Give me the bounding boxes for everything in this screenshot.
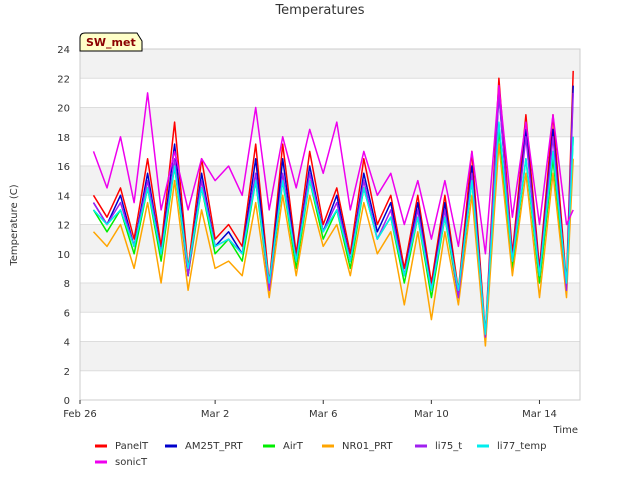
legend-label-airt: AirT xyxy=(283,441,304,452)
y-tick-label: 4 xyxy=(64,338,70,349)
grid-band xyxy=(80,341,580,371)
legend-label-sonict: sonicT xyxy=(115,457,148,468)
x-tick-label: Mar 14 xyxy=(522,409,557,420)
x-tick-label: Mar 6 xyxy=(309,409,337,420)
y-tick-label: 20 xyxy=(57,104,70,115)
y-tick-label: 24 xyxy=(57,45,70,56)
badge-label: SW_met xyxy=(86,36,136,49)
y-tick-label: 10 xyxy=(57,250,70,261)
grid-band xyxy=(80,107,580,137)
y-tick-label: 16 xyxy=(57,162,70,173)
series-line-panelt xyxy=(92,70,574,335)
y-tick-label: 6 xyxy=(64,308,70,319)
y-tick-label: 0 xyxy=(64,396,70,407)
y-tick-label: 18 xyxy=(57,133,70,144)
x-tick-label: Mar 10 xyxy=(414,409,449,420)
y-axis-label: Temperature (C) xyxy=(9,184,20,266)
legend-label-li77-temp: li77_temp xyxy=(497,441,546,452)
series-line-sonict xyxy=(92,84,574,255)
y-tick-label: 14 xyxy=(57,191,70,202)
y-tick-label: 12 xyxy=(57,221,70,232)
y-tick-label: 22 xyxy=(57,74,70,85)
legend: PanelT AM25T_PRT AirT NR01_PRT li75_t li77_te… xyxy=(95,441,546,468)
series-line-li77-temp xyxy=(92,121,574,335)
grid-band xyxy=(80,283,580,313)
sw-met-badge: SW_met xyxy=(79,32,143,52)
grid-band xyxy=(80,49,580,79)
legend-label-panelt: PanelT xyxy=(115,441,149,452)
plot-border xyxy=(79,48,581,401)
y-tick-label: 8 xyxy=(64,279,70,290)
chart-title: Temperatures xyxy=(274,3,364,18)
series-line-nr01-prt xyxy=(92,143,574,347)
badge-shape xyxy=(79,32,143,52)
plot-area xyxy=(79,48,581,401)
x-tick-label: Feb 26 xyxy=(63,409,97,420)
x-axis: Feb 26 Mar 2 Mar 6 Mar 10 Mar 14 xyxy=(63,400,557,420)
legend-label-li75-t: li75_t xyxy=(435,441,462,452)
x-tick-label: Mar 2 xyxy=(201,409,229,420)
legend-label-nr01-prt: NR01_PRT xyxy=(342,441,393,452)
series-lines xyxy=(92,70,574,347)
legend-label-am25t-prt: AM25T_PRT xyxy=(185,441,244,452)
y-tick-label: 2 xyxy=(64,367,70,378)
x-axis-label: Time xyxy=(553,425,578,436)
